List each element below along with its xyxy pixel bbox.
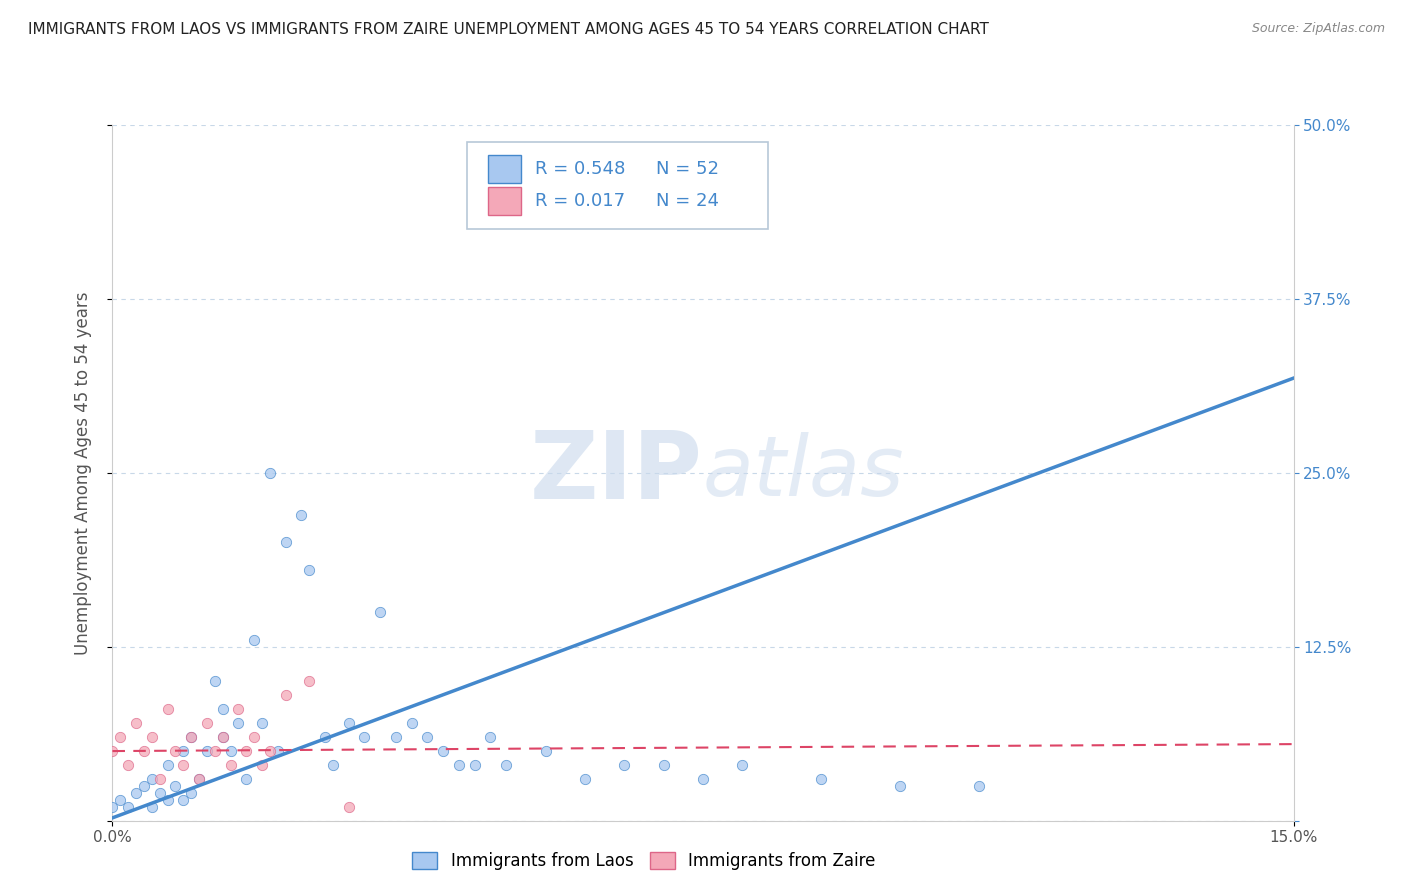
- Point: [132, 779, 155, 793]
- Point: [613, 758, 636, 772]
- Point: [259, 466, 281, 480]
- Point: [574, 772, 596, 786]
- Point: [156, 758, 179, 772]
- Point: [211, 730, 233, 744]
- Point: [188, 772, 211, 786]
- Point: [172, 758, 194, 772]
- Point: [353, 730, 375, 744]
- Point: [110, 730, 132, 744]
- Point: [337, 716, 360, 731]
- Point: [172, 744, 194, 758]
- Point: [479, 730, 502, 744]
- Point: [211, 702, 233, 716]
- Point: [165, 779, 187, 793]
- Point: [125, 716, 148, 731]
- Point: [243, 632, 266, 647]
- Point: [156, 702, 179, 716]
- Point: [172, 793, 194, 807]
- Point: [322, 758, 344, 772]
- Point: [464, 758, 486, 772]
- Point: [228, 702, 250, 716]
- Point: [141, 730, 163, 744]
- Point: [495, 758, 517, 772]
- Point: [432, 744, 454, 758]
- Text: ZIP: ZIP: [530, 426, 703, 519]
- Point: [298, 674, 321, 689]
- Point: [447, 758, 470, 772]
- Point: [132, 744, 155, 758]
- Point: [188, 772, 211, 786]
- FancyBboxPatch shape: [467, 142, 768, 229]
- Point: [235, 744, 257, 758]
- Text: Source: ZipAtlas.com: Source: ZipAtlas.com: [1251, 22, 1385, 36]
- Text: R = 0.017: R = 0.017: [536, 193, 626, 211]
- Point: [243, 730, 266, 744]
- Point: [290, 508, 312, 522]
- Point: [141, 799, 163, 814]
- Point: [204, 744, 226, 758]
- Point: [337, 799, 360, 814]
- Text: atlas: atlas: [703, 433, 904, 513]
- Point: [967, 779, 990, 793]
- Point: [652, 758, 675, 772]
- Point: [259, 744, 281, 758]
- Point: [219, 744, 242, 758]
- Point: [401, 716, 423, 731]
- Point: [385, 730, 408, 744]
- Point: [250, 716, 273, 731]
- Text: N = 24: N = 24: [655, 193, 718, 211]
- Point: [274, 535, 297, 549]
- Point: [195, 716, 218, 731]
- Point: [274, 689, 297, 703]
- Point: [125, 786, 148, 800]
- Point: [219, 758, 242, 772]
- Point: [149, 772, 172, 786]
- Point: [267, 744, 290, 758]
- Text: N = 52: N = 52: [655, 160, 718, 178]
- Point: [180, 730, 202, 744]
- Point: [165, 744, 187, 758]
- Point: [180, 786, 202, 800]
- Point: [117, 799, 139, 814]
- Point: [731, 758, 754, 772]
- Point: [211, 730, 233, 744]
- Point: [101, 799, 124, 814]
- Point: [416, 730, 439, 744]
- Point: [141, 772, 163, 786]
- Point: [156, 793, 179, 807]
- Point: [101, 744, 124, 758]
- Point: [235, 772, 257, 786]
- Point: [195, 744, 218, 758]
- Point: [110, 793, 132, 807]
- Point: [298, 563, 321, 577]
- Point: [534, 744, 557, 758]
- Point: [180, 730, 202, 744]
- Y-axis label: Unemployment Among Ages 45 to 54 years: Unemployment Among Ages 45 to 54 years: [73, 291, 91, 655]
- Point: [889, 779, 911, 793]
- Text: R = 0.548: R = 0.548: [536, 160, 626, 178]
- Point: [117, 758, 139, 772]
- Point: [149, 786, 172, 800]
- FancyBboxPatch shape: [488, 187, 522, 215]
- Point: [250, 758, 273, 772]
- Point: [228, 716, 250, 731]
- Text: IMMIGRANTS FROM LAOS VS IMMIGRANTS FROM ZAIRE UNEMPLOYMENT AMONG AGES 45 TO 54 Y: IMMIGRANTS FROM LAOS VS IMMIGRANTS FROM …: [28, 22, 988, 37]
- Point: [368, 605, 391, 619]
- FancyBboxPatch shape: [488, 155, 522, 183]
- Point: [314, 730, 336, 744]
- Point: [810, 772, 832, 786]
- Legend: Immigrants from Laos, Immigrants from Zaire: Immigrants from Laos, Immigrants from Za…: [404, 844, 884, 879]
- Point: [692, 772, 714, 786]
- Point: [204, 674, 226, 689]
